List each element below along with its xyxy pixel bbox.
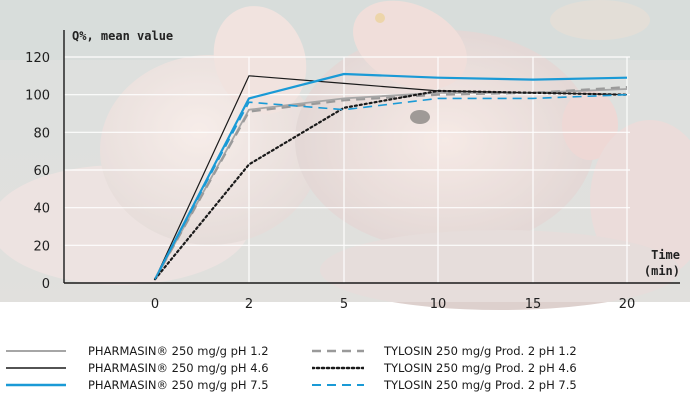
x-axis-title-line1: Time [651, 248, 680, 262]
series-line-2 [154, 72, 628, 280]
legend-swatch [6, 349, 66, 353]
x-axis-ticks: 0 2 5 10 15 20 [151, 297, 635, 312]
background-photo [0, 0, 690, 310]
chart-legend: PHARMASIN® 250 mg/g pH 1.2 PHARMASIN® 25… [0, 338, 690, 395]
y-tick-label: 80 [33, 126, 50, 141]
chart-grid [64, 56, 630, 283]
chart-series [153, 72, 629, 281]
legend-label: TYLOSIN 250 mg/g Prod. 2 pH 1.2 [384, 344, 577, 358]
legend-label: TYLOSIN 250 mg/g Prod. 2 pH 7.5 [384, 378, 577, 392]
legend-label: PHARMASIN® 250 mg/g pH 1.2 [88, 344, 269, 358]
y-axis-ticks: 0 20 40 60 80 100 120 [25, 51, 50, 292]
y-tick-label: 60 [33, 164, 50, 179]
legend-label: PHARMASIN® 250 mg/g pH 4.6 [88, 361, 269, 375]
legend-item: TYLOSIN 250 mg/g Prod. 2 pH 1.2 [312, 342, 577, 360]
legend-swatch [312, 349, 364, 353]
y-tick-label: 100 [25, 89, 50, 104]
legend-label: PHARMASIN® 250 mg/g pH 7.5 [88, 378, 269, 392]
y-axis-title: Q%, mean value [72, 29, 173, 43]
x-tick-label: 2 [245, 297, 253, 312]
chart-axes [63, 30, 680, 284]
series-line-5 [154, 93, 628, 280]
legend-item: TYLOSIN 250 mg/g Prod. 2 pH 4.6 [312, 359, 577, 377]
x-tick-label: 0 [151, 297, 159, 312]
legend-item: PHARMASIN® 250 mg/g pH 1.2 [6, 342, 269, 360]
series-line-4 [153, 89, 629, 281]
x-tick-label: 20 [619, 297, 636, 312]
legend-item: PHARMASIN® 250 mg/g pH 7.5 [6, 376, 269, 394]
legend-swatch [6, 367, 66, 369]
legend-item: PHARMASIN® 250 mg/g pH 4.6 [6, 359, 269, 377]
legend-item: TYLOSIN 250 mg/g Prod. 2 pH 7.5 [312, 376, 577, 394]
y-tick-label: 120 [25, 51, 50, 66]
y-tick-label: 40 [33, 202, 50, 217]
y-tick-label: 20 [33, 239, 50, 254]
x-tick-label: 10 [430, 297, 447, 312]
y-tick-label: 0 [42, 277, 50, 292]
x-tick-label: 15 [525, 297, 542, 312]
legend-label: TYLOSIN 250 mg/g Prod. 2 pH 4.6 [384, 361, 577, 375]
series-line-3 [154, 86, 628, 280]
x-tick-label: 5 [340, 297, 348, 312]
legend-swatch [312, 384, 364, 386]
x-axis-title-line2: (min) [644, 264, 680, 278]
legend-swatch [6, 383, 66, 387]
legend-swatch [312, 366, 364, 370]
